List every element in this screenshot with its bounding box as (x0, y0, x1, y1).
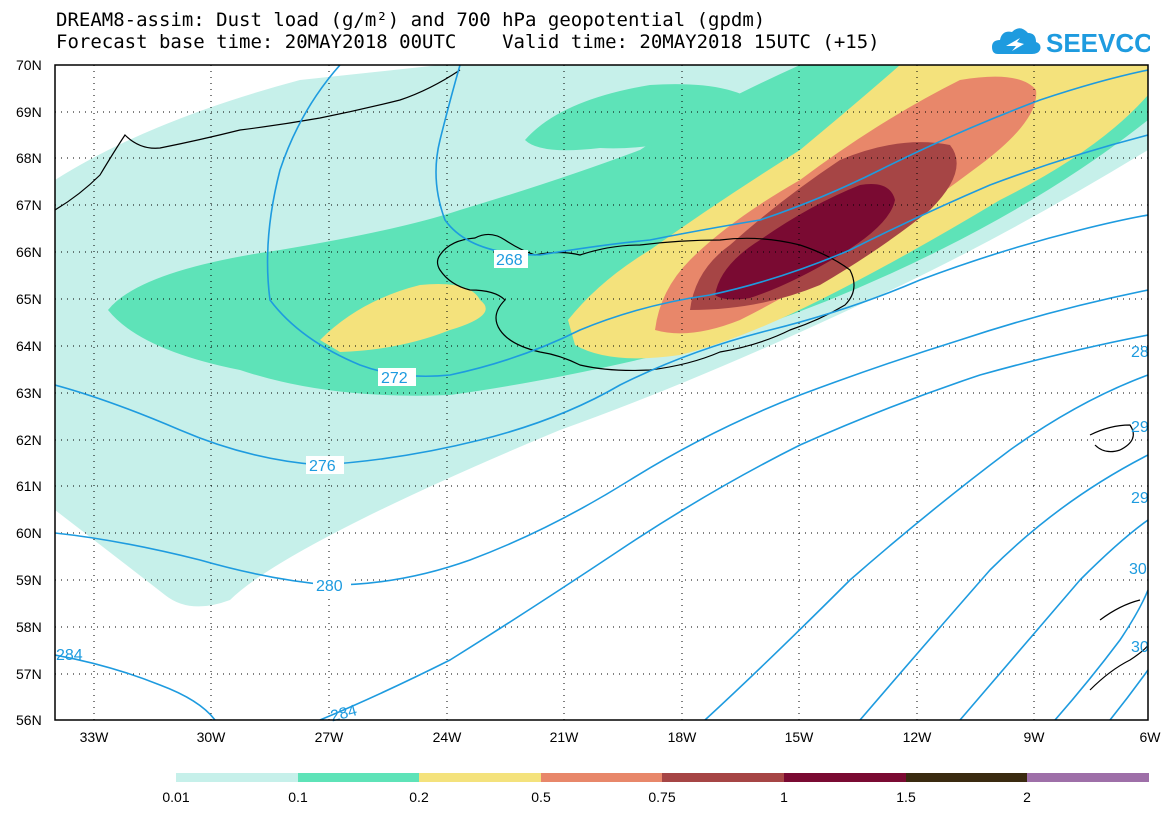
colorbar-segment (1027, 773, 1149, 782)
contour-284-west (55, 654, 216, 720)
lon-label: 24W (433, 729, 463, 745)
colorbar-tick: 1.5 (896, 789, 916, 805)
colorbar-tick: 0.75 (648, 789, 675, 805)
contour-label-284: 284 (329, 702, 359, 725)
contour-300 (1054, 589, 1148, 720)
lat-label: 68N (16, 150, 42, 166)
colorbar: 0.01 0.1 0.2 0.5 0.75 1 1.5 2 (162, 773, 1149, 805)
contour-label-276: 276 (309, 458, 336, 475)
faroe-shetland-coast (1089, 424, 1134, 453)
lon-label: 9W (1024, 729, 1046, 745)
contour-label-268: 268 (496, 252, 523, 269)
contour-284 (319, 334, 1148, 720)
contour-label-300: 30 (1129, 561, 1147, 578)
contour-292 (859, 454, 1148, 720)
seevccc-logo: SEEVCCC (992, 28, 1150, 58)
longitude-labels: 33W 30W 27W 24W 21W 18W 15W 12W 9W 6W (80, 729, 1162, 745)
dust-level-0.1-north (525, 84, 760, 151)
lat-label: 61N (16, 478, 42, 494)
contour-label-280: 280 (316, 578, 343, 595)
contour-label-304: 30 (1131, 639, 1149, 656)
colorbar-tick: 2 (1023, 789, 1031, 805)
lon-label: 15W (785, 729, 815, 745)
contour-label-272: 272 (381, 370, 408, 387)
colorbar-segment (176, 773, 298, 782)
contour-label-292: 29 (1131, 419, 1149, 436)
lon-label: 30W (197, 729, 227, 745)
contour-268 (435, 65, 1148, 256)
lon-label: 33W (80, 729, 110, 745)
contour-labels: 268 272 276 280 284 284 28 29 29 30 30 (56, 250, 1149, 726)
lon-label: 21W (550, 729, 580, 745)
latitude-labels: 70N 69N 68N 67N 66N 65N 64N 63N 62N 61N … (16, 57, 42, 728)
lat-label: 64N (16, 338, 42, 354)
colorbar-tick: 0.2 (409, 789, 429, 805)
scotland-coast (1089, 599, 1148, 691)
grid-lines (55, 65, 1148, 720)
colorbar-tick: 0.5 (531, 789, 551, 805)
greenland-coast (55, 69, 461, 211)
lat-label: 58N (16, 619, 42, 635)
contour-280 (55, 289, 1148, 586)
dust-level-0.2 (320, 284, 486, 352)
lon-label: 18W (668, 729, 698, 745)
dust-load-field (55, 65, 1148, 607)
lon-label: 27W (315, 729, 345, 745)
colorbar-segment (419, 773, 541, 782)
colorbar-segment (784, 773, 906, 782)
contour-304 (1109, 669, 1148, 720)
lat-label: 59N (16, 572, 42, 588)
cloud-logo-icon (992, 28, 1041, 54)
map-title-line1: DREAM8-assim: Dust load (g/m²) and 700 h… (56, 9, 766, 31)
lat-label: 56N (16, 712, 42, 728)
colorbar-tick: 0.1 (288, 789, 308, 805)
lat-label: 62N (16, 432, 42, 448)
lat-label: 67N (16, 197, 42, 213)
lat-label: 65N (16, 291, 42, 307)
colorbar-tick: 1 (780, 789, 788, 805)
lat-label: 69N (16, 104, 42, 120)
contour-272 (266, 65, 1148, 378)
colorbar-segment (541, 773, 662, 782)
colorbar-tick: 0.01 (162, 789, 189, 805)
contour-label-284-west: 284 (56, 647, 83, 664)
colorbar-segment (662, 773, 784, 782)
lat-label: 63N (16, 385, 42, 401)
colorbar-segment (906, 773, 1027, 782)
lat-label: 60N (16, 525, 42, 541)
dust-level-1 (715, 184, 895, 300)
geopotential-contours (55, 65, 1148, 720)
lon-label: 12W (903, 729, 933, 745)
lat-label: 66N (16, 244, 42, 260)
map-frame (54, 64, 1149, 721)
map-title-line2: Forecast base time: 20MAY2018 00UTC Vali… (56, 31, 880, 53)
contour-296 (959, 519, 1148, 720)
colorbar-segment (298, 773, 419, 782)
lon-label: 6W (1140, 729, 1162, 745)
contour-label-288: 28 (1131, 344, 1149, 361)
lat-label: 70N (16, 57, 42, 73)
contour-276 (55, 214, 1148, 466)
logo-text: SEEVCCC (1046, 28, 1150, 58)
contour-288 (704, 374, 1148, 720)
lat-label: 57N (16, 666, 42, 682)
contour-label-296: 29 (1131, 490, 1149, 507)
